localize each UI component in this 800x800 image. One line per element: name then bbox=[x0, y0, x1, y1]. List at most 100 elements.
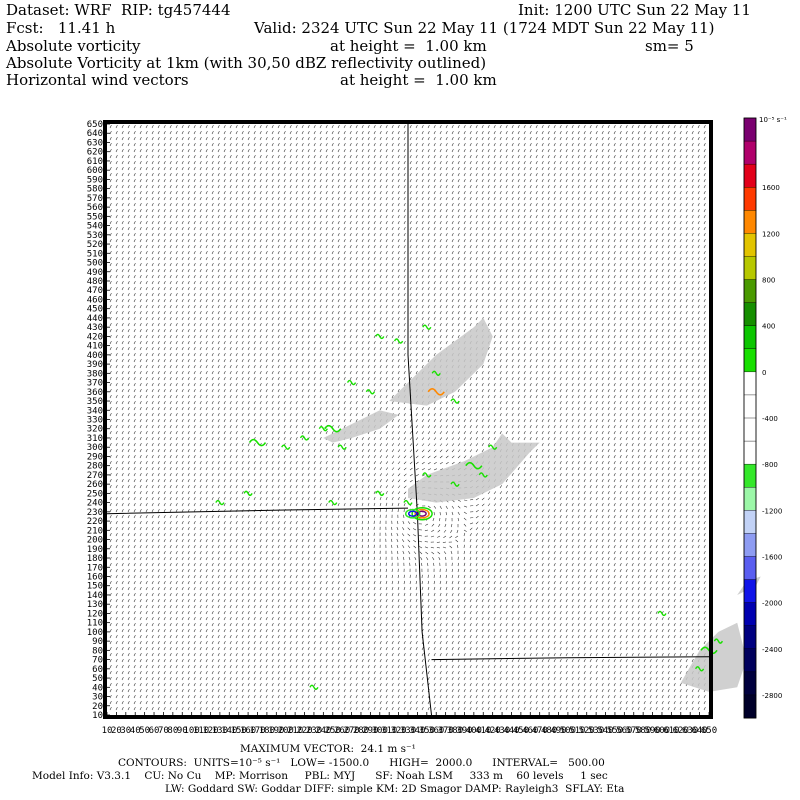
vorticity-contour bbox=[281, 444, 291, 450]
x-tick-label: 470 bbox=[532, 726, 548, 736]
x-tick-label: 230 bbox=[306, 726, 322, 736]
colorbar-swatch bbox=[743, 348, 757, 373]
x-tick-label: 360 bbox=[428, 726, 444, 736]
x-tick-label: 70 bbox=[158, 726, 169, 736]
colorbar-swatch bbox=[743, 279, 757, 304]
y-tick-label: 80 bbox=[92, 646, 103, 656]
x-tick-label: 60 bbox=[149, 726, 160, 736]
y-tick-label: 60 bbox=[92, 665, 103, 675]
reflectivity-region bbox=[389, 317, 493, 406]
colorbar-swatch bbox=[743, 394, 757, 419]
y-tick-label: 410 bbox=[87, 342, 103, 352]
y-tick-label: 450 bbox=[87, 305, 103, 315]
footer-model-info: Model Info: V3.3.1 CU: No Cu MP: Morriso… bbox=[32, 770, 608, 782]
y-tick-label: 530 bbox=[87, 231, 103, 241]
x-tick-label: 80 bbox=[167, 726, 178, 736]
y-tick-label: 100 bbox=[87, 628, 103, 638]
x-tick-label: 390 bbox=[456, 726, 472, 736]
vorticity-contour bbox=[422, 324, 432, 330]
y-tick-label: 120 bbox=[87, 609, 103, 619]
x-tick-label: 440 bbox=[503, 726, 519, 736]
x-tick-label: 170 bbox=[249, 726, 265, 736]
y-tick-label: 470 bbox=[87, 286, 103, 296]
header-field1-height: at height = 1.00 km bbox=[330, 37, 487, 55]
x-tick-label: 200 bbox=[278, 726, 294, 736]
y-tick-label: 570 bbox=[87, 194, 103, 204]
x-tick-label: 10 bbox=[102, 726, 113, 736]
y-tick-label: 370 bbox=[87, 379, 103, 389]
x-tick-label: 550 bbox=[607, 726, 623, 736]
y-tick-label: 430 bbox=[87, 323, 103, 333]
x-tick-label: 300 bbox=[372, 726, 388, 736]
y-tick-label: 40 bbox=[92, 683, 103, 693]
y-tick-label: 390 bbox=[87, 360, 103, 370]
y-tick-label: 130 bbox=[87, 600, 103, 610]
x-tick-label: 340 bbox=[409, 726, 425, 736]
colorbar-swatch bbox=[743, 417, 757, 442]
vorticity-contour bbox=[404, 508, 421, 519]
vorticity-contour bbox=[417, 510, 427, 517]
vorticity-contour bbox=[393, 338, 404, 344]
vorticity-contour bbox=[407, 510, 418, 517]
colorbar-units: 10⁻⁵ s⁻¹ bbox=[759, 116, 787, 124]
vorticity-contour bbox=[450, 398, 460, 404]
header-field1: Absolute vorticity bbox=[6, 37, 141, 55]
y-tick-label: 300 bbox=[87, 443, 103, 453]
reflectivity-region bbox=[323, 410, 399, 443]
x-tick-label: 580 bbox=[635, 726, 651, 736]
y-tick-label: 360 bbox=[87, 388, 103, 398]
x-tick-label: 490 bbox=[550, 726, 566, 736]
colorbar-swatch bbox=[743, 325, 757, 350]
x-tick-label: 190 bbox=[268, 726, 284, 736]
header-dataset: Dataset: WRF RIP: tg457444 bbox=[6, 1, 231, 19]
vorticity-contour bbox=[713, 638, 724, 644]
x-tick-label: 330 bbox=[400, 726, 416, 736]
y-tick-label: 270 bbox=[87, 471, 103, 481]
colorbar-label: 1200 bbox=[762, 230, 780, 238]
colorbar-label: 1600 bbox=[762, 184, 780, 192]
header-field3: Horizontal wind vectors bbox=[6, 71, 189, 89]
y-tick-label: 90 bbox=[92, 637, 103, 647]
x-tick-label: 320 bbox=[390, 726, 406, 736]
x-tick-label: 270 bbox=[343, 726, 359, 736]
y-tick-label: 350 bbox=[87, 397, 103, 407]
x-tick-label: 50 bbox=[139, 726, 150, 736]
y-tick-label: 280 bbox=[87, 462, 103, 472]
colorbar-swatch bbox=[743, 440, 757, 465]
vorticity-contour bbox=[478, 472, 488, 478]
x-tick-label: 290 bbox=[362, 726, 378, 736]
y-tick-label: 580 bbox=[87, 185, 103, 195]
vorticity-contour bbox=[403, 499, 413, 506]
reflectivity-region bbox=[408, 433, 540, 503]
colorbar: 10⁻⁵ s⁻¹ 1600 1200 800 400 0 -400 -800 -1200 -160… bbox=[743, 116, 787, 719]
y-tick-label: 590 bbox=[87, 175, 103, 185]
colorbar-swatch bbox=[743, 556, 757, 581]
colorbar-swatch bbox=[743, 579, 757, 604]
y-tick-label: 460 bbox=[87, 295, 103, 305]
y-tick-label: 180 bbox=[87, 554, 103, 564]
vorticity-contour bbox=[318, 426, 328, 432]
x-tick-label: 130 bbox=[212, 726, 228, 736]
x-tick-label: 90 bbox=[177, 726, 188, 736]
x-tick-label: 20 bbox=[111, 726, 122, 736]
colorbar-swatch bbox=[743, 302, 757, 327]
vorticity-contour bbox=[324, 424, 342, 433]
colorbar-label: 0 bbox=[762, 369, 766, 377]
colorbar-swatch bbox=[743, 463, 757, 488]
x-tick-label: 540 bbox=[597, 726, 613, 736]
vorticity-contour bbox=[465, 461, 483, 470]
colorbar-swatch bbox=[743, 163, 757, 188]
y-tick-label: 70 bbox=[92, 656, 103, 666]
x-tick-label: 430 bbox=[494, 726, 510, 736]
x-tick-label: 370 bbox=[437, 726, 453, 736]
y-tick-label: 540 bbox=[87, 222, 103, 232]
x-tick-label: 260 bbox=[334, 726, 350, 736]
colorbar-label: -1600 bbox=[762, 554, 782, 562]
colorbar-label: 800 bbox=[762, 277, 775, 285]
header-field2: Absolute Vorticity at 1km (with 30,50 dB… bbox=[6, 54, 487, 72]
vorticity-contour bbox=[488, 444, 498, 450]
y-tick-label: 20 bbox=[92, 702, 103, 712]
y-tick-label: 550 bbox=[87, 212, 103, 222]
x-tick-label: 120 bbox=[202, 726, 218, 736]
y-tick-label: 420 bbox=[87, 332, 103, 342]
